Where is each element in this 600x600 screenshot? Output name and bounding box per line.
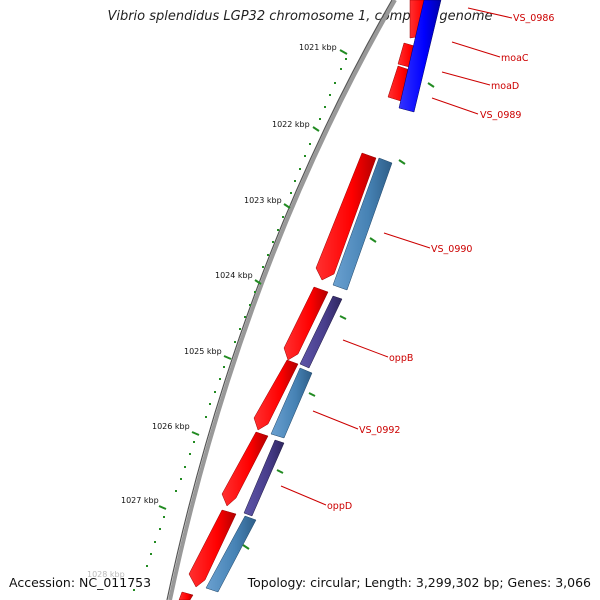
gene-label: moaD [491, 81, 519, 92]
gene-label: VS_0990 [431, 244, 472, 255]
tick-label: 1027 kbp [121, 496, 159, 505]
gene-label: moaC [501, 53, 529, 64]
cds-arrow [221, 431, 269, 507]
tick-label: 1022 kbp [272, 120, 310, 129]
genome-stats-text: Topology: circular; Length: 3,299,302 bp… [247, 575, 591, 590]
cds-block-slate [243, 439, 285, 517]
cds-block-steel [332, 157, 393, 291]
cds-block-steel [205, 515, 257, 593]
tick-label: 1024 kbp [215, 271, 253, 280]
tick-label: 1026 kbp [152, 422, 190, 431]
tick-label: 1028 kbp [87, 570, 125, 579]
gene-label: VS_0992 [359, 425, 400, 436]
forward-cds-track [178, 0, 432, 600]
major-ticks [158, 49, 348, 510]
gene-label: VS_0986 [513, 13, 554, 24]
tick-label: 1025 kbp [184, 347, 222, 356]
tick-label: 1023 kbp [244, 196, 282, 205]
inner-ticks [242, 82, 435, 550]
map-title: Vibrio splendidus LGP32 chromosome 1, co… [107, 9, 493, 24]
accession-text: Accession: NC_011753 [9, 575, 152, 590]
tick-label: 1021 kbp [299, 43, 337, 52]
scale-dots [133, 58, 347, 591]
gene-label: oppD [327, 501, 352, 512]
cds-arrow [283, 286, 329, 361]
cds-arrow [253, 359, 299, 431]
cds-arrow [315, 152, 377, 281]
cds-block-slate [299, 295, 343, 369]
cds-arrow [188, 509, 237, 588]
reverse-cds-track [205, 0, 442, 593]
cds-block-steel [270, 367, 313, 439]
cds-block-blue [398, 0, 442, 113]
backbone-inner [166, 0, 393, 600]
cds-arrow [178, 591, 194, 600]
gene-label: oppB [389, 353, 413, 364]
backbone-outer [168, 0, 397, 600]
gene-label: VS_0989 [480, 110, 521, 121]
label-leaders [280, 7, 513, 506]
